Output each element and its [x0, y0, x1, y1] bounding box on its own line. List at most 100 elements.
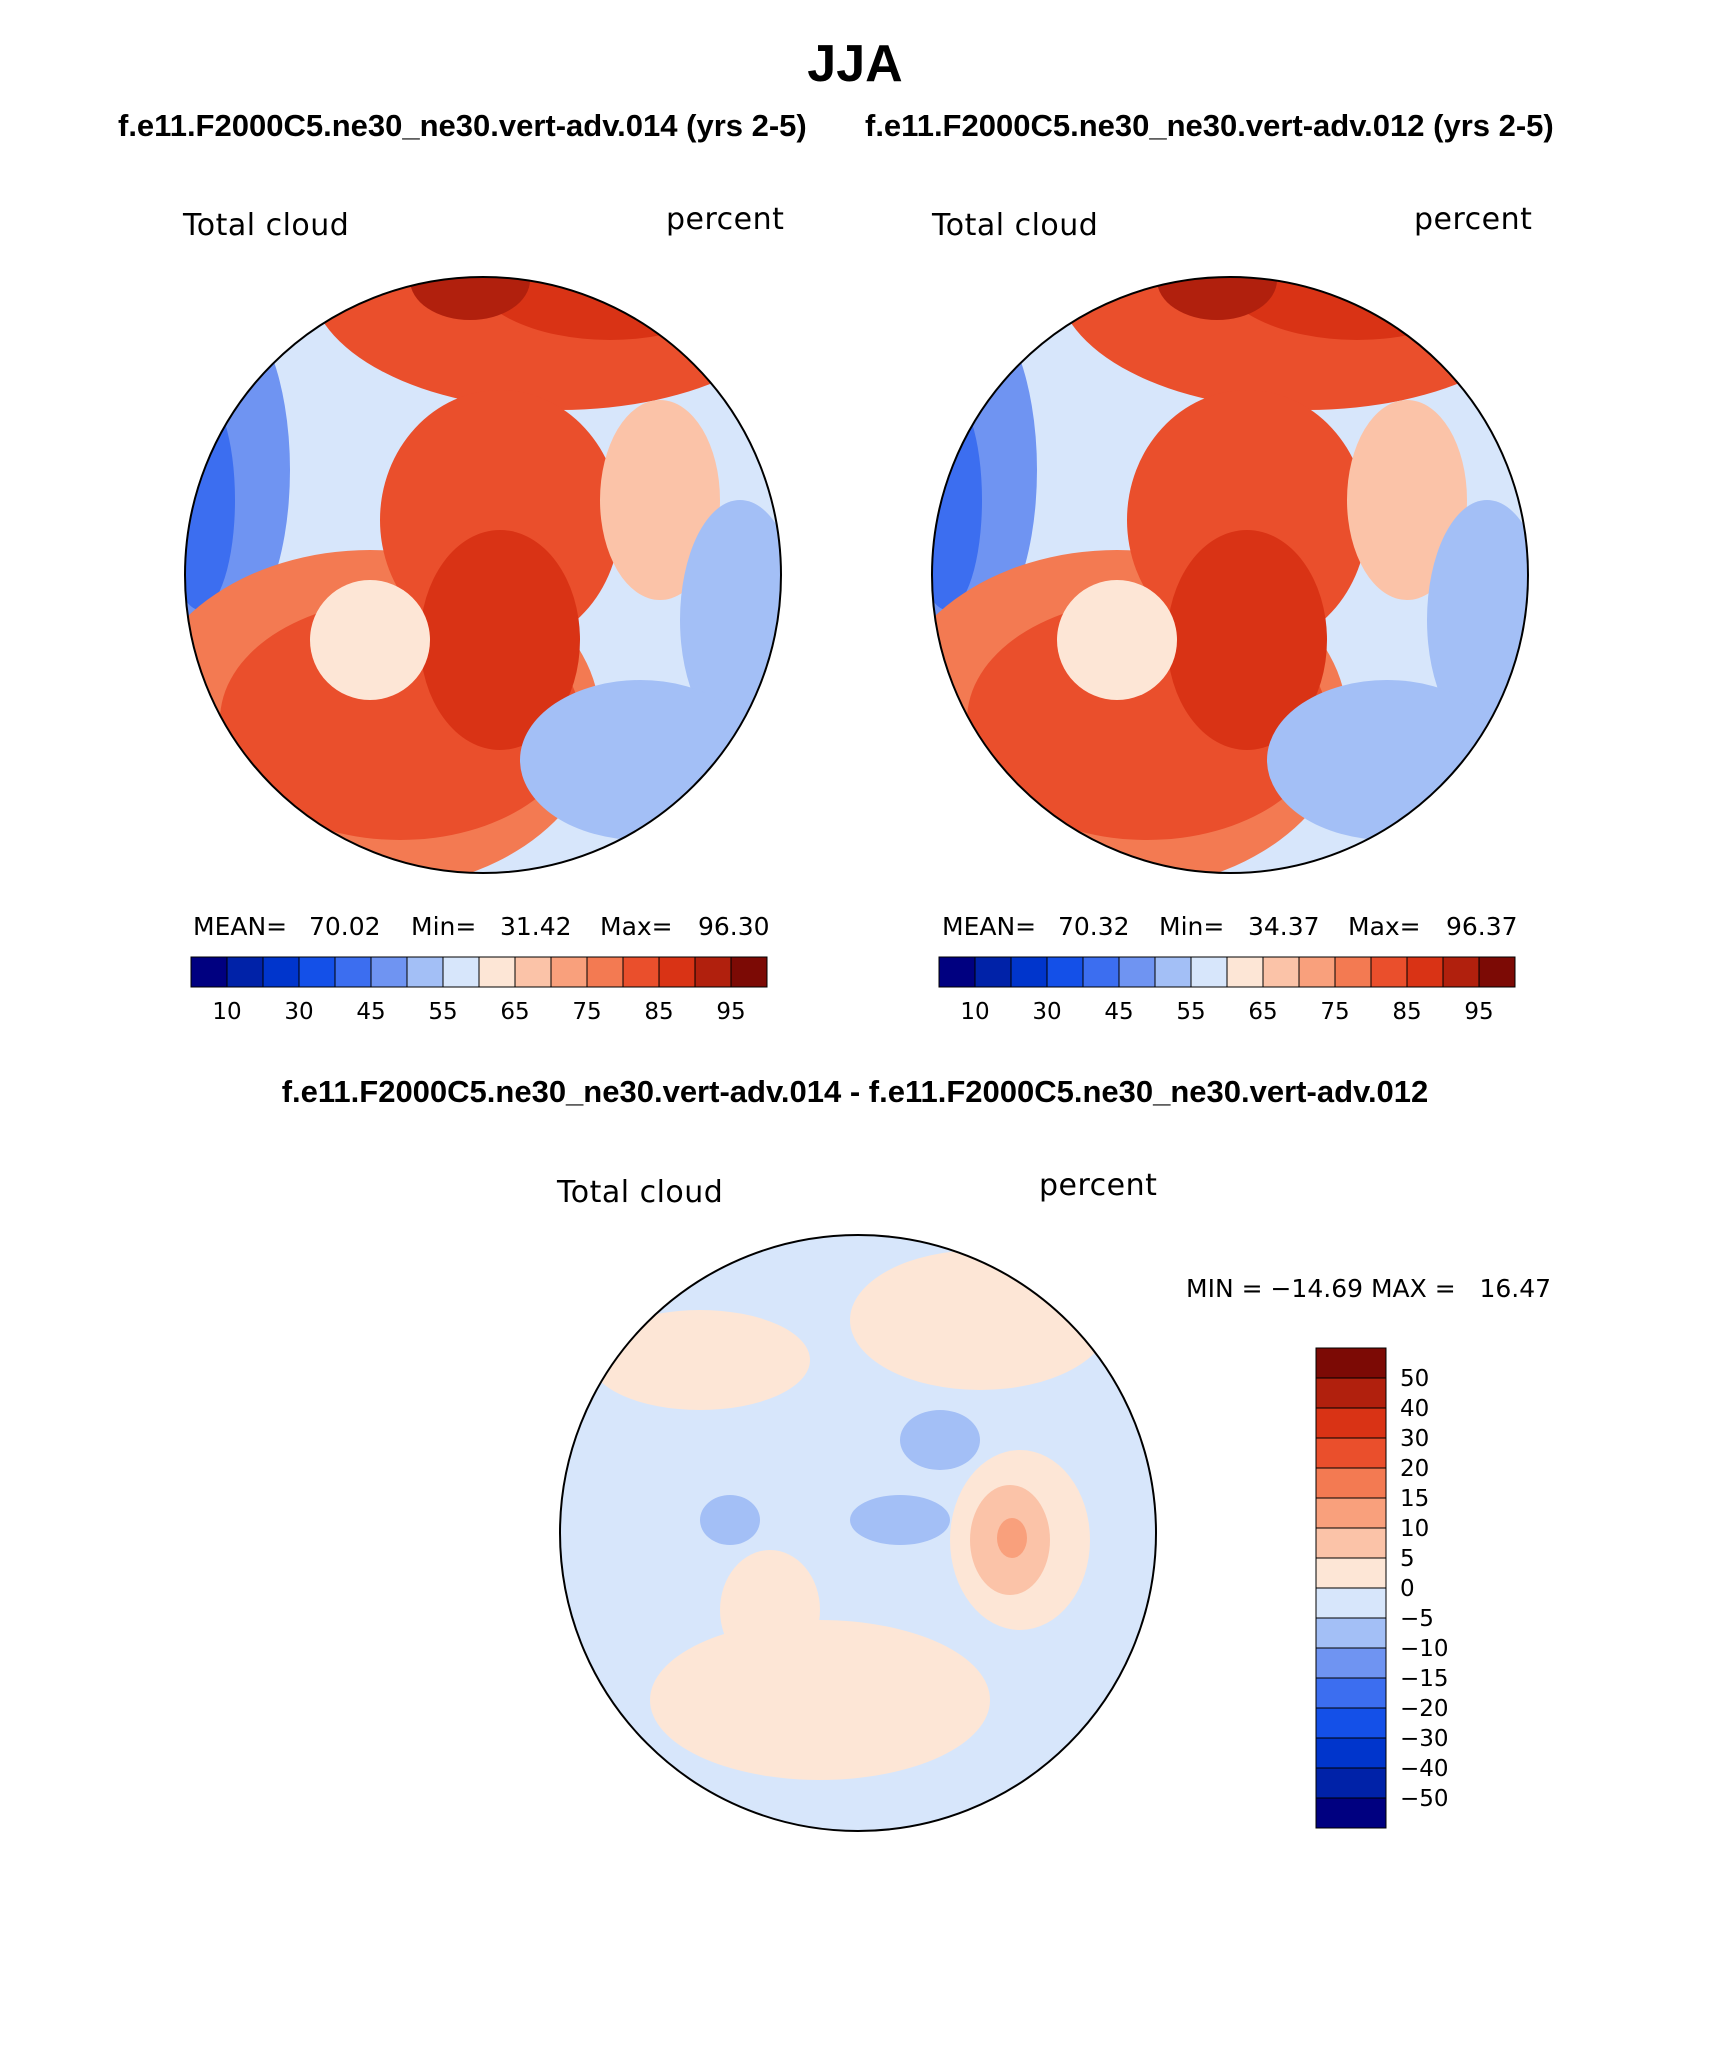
- panel-2-colorbar-box: [1154, 956, 1192, 988]
- diff-map: [560, 1235, 1156, 1831]
- diff-colorbar-box: [1315, 1677, 1387, 1709]
- diff-colorbar-label: 15: [1400, 1486, 1429, 1512]
- diff-colorbar-box: [1315, 1737, 1387, 1769]
- panel-2-colorbar-label: 65: [1248, 999, 1277, 1025]
- diff-colorbar-box: [1315, 1437, 1387, 1469]
- panel-1-colorbar-box: [730, 956, 768, 988]
- panel-2-colorbar-label: 95: [1464, 999, 1493, 1025]
- panel-2-colorbar-box: [1262, 956, 1300, 988]
- panel-2-colorbar-box: [1118, 956, 1156, 988]
- panel-2-colorbar-box: [1226, 956, 1264, 988]
- panel-2-colorbar-box: [1190, 956, 1228, 988]
- diff-colorbar-label: 10: [1400, 1516, 1429, 1542]
- panel-1-colorbar-box: [514, 956, 552, 988]
- panel-2-colorbar-label: 30: [1032, 999, 1061, 1025]
- panel-2-colorbar-label: 10: [960, 999, 989, 1025]
- diff-colorbar-label: −5: [1400, 1606, 1434, 1632]
- panel-1-colorbar-box: [370, 956, 408, 988]
- panel-2-colorbar-label: 45: [1104, 999, 1133, 1025]
- diff-colorbar-label: 5: [1400, 1546, 1415, 1572]
- diff-colorbar-box: [1315, 1587, 1387, 1619]
- diff-colorbar-box: [1315, 1617, 1387, 1649]
- panel-1-colorbar-label: 85: [644, 999, 673, 1025]
- panel-1-colorbar-box: [658, 956, 696, 988]
- diff-map-border: [559, 1234, 1157, 1832]
- diff-colorbar-box: [1315, 1347, 1387, 1379]
- panel-1-units: percent: [666, 202, 785, 237]
- diff-title: f.e11.F2000C5.ne30_ne30.vert-adv.014 - f…: [281, 1074, 1429, 1109]
- panel-2-colorbar-box: [1046, 956, 1084, 988]
- panel-1-colorbar-box: [406, 956, 444, 988]
- panel-2-colorbar-box: [974, 956, 1012, 988]
- diff-colorbar-label: 20: [1400, 1456, 1429, 1482]
- panel-2-colorbar-box: [1478, 956, 1516, 988]
- panel-1-case-title: f.e11.F2000C5.ne30_ne30.vert-adv.014 (yr…: [118, 108, 807, 143]
- diff-colorbar-box: [1315, 1767, 1387, 1799]
- panel-2-max-label: Max=: [1348, 912, 1421, 941]
- panel-2-colorbar-box: [1010, 956, 1048, 988]
- diff-minmax: MIN = −14.69 MAX = 16.47: [1186, 1274, 1552, 1303]
- panel-2-colorbar-box: [1298, 956, 1336, 988]
- panel-2-min-label: Min=: [1159, 912, 1225, 941]
- diff-colorbar-box: [1315, 1797, 1387, 1829]
- diff-colorbar-box: [1315, 1377, 1387, 1409]
- panel-2-units: percent: [1414, 202, 1533, 237]
- diff-colorbar-label: −30: [1400, 1726, 1449, 1752]
- panel-1-colorbar-box: [586, 956, 624, 988]
- diff-colorbar-box: [1315, 1557, 1387, 1589]
- diff-colorbar-box: [1315, 1407, 1387, 1439]
- panel-1-colorbar-box: [622, 956, 660, 988]
- panel-2-map-border: [931, 276, 1529, 874]
- panel-2-colorbar-label: 55: [1176, 999, 1205, 1025]
- panel-1-colorbar-label: 30: [284, 999, 313, 1025]
- panel-2-colorbar-box: [1442, 956, 1480, 988]
- panel-2-mean-label: MEAN=: [942, 912, 1037, 941]
- diff-variable: Total cloud: [557, 1175, 724, 1210]
- diff-colorbar-label: −40: [1400, 1756, 1449, 1782]
- panel-1-colorbar-box: [442, 956, 480, 988]
- diff-colorbar-box: [1315, 1467, 1387, 1499]
- diff-colorbar-label: −20: [1400, 1696, 1449, 1722]
- diff-colorbar-box: [1315, 1527, 1387, 1559]
- diff-colorbar-label: 50: [1400, 1366, 1429, 1392]
- panel-1-map-border: [184, 276, 782, 874]
- panel-1-max-label: Max=: [600, 912, 673, 941]
- panel-1-colorbar-box: [334, 956, 372, 988]
- panel-1-colorbar-box: [550, 956, 588, 988]
- panel-1-min-value: 31.42: [500, 912, 572, 941]
- panel-1-colorbar-label: 65: [500, 999, 529, 1025]
- panel-2-colorbar-box: [1370, 956, 1408, 988]
- diff-colorbar-label: −50: [1400, 1786, 1449, 1812]
- diff-colorbar-box: [1315, 1707, 1387, 1739]
- diff-colorbar-label: 0: [1400, 1576, 1415, 1602]
- panel-2-mean-value: 70.32: [1058, 912, 1130, 941]
- panel-1-colorbar-box: [298, 956, 336, 988]
- panel-1-mean-value: 70.02: [309, 912, 381, 941]
- panel-1-map: [185, 277, 781, 873]
- panel-2-max-value: 96.37: [1446, 912, 1518, 941]
- diff-colorbar-label: 40: [1400, 1396, 1429, 1422]
- panel-2-colorbar-box: [938, 956, 976, 988]
- panel-1-max-value: 96.30: [698, 912, 770, 941]
- panel-2-variable: Total cloud: [932, 208, 1099, 243]
- diff-colorbar-box: [1315, 1647, 1387, 1679]
- diff-colorbar-box: [1315, 1497, 1387, 1529]
- panel-1-colorbar-box: [262, 956, 300, 988]
- panel-2-map: [932, 277, 1528, 873]
- panel-1-colorbar-box: [478, 956, 516, 988]
- diff-colorbar-label: −15: [1400, 1666, 1449, 1692]
- panel-1-colorbar-box: [190, 956, 228, 988]
- panel-1-colorbar-label: 95: [716, 999, 745, 1025]
- panel-1-colorbar-box: [226, 956, 264, 988]
- panel-1-colorbar: 10 30 45 55 65 75 85 95: [190, 956, 768, 1025]
- panel-1-min-label: Min=: [411, 912, 477, 941]
- panel-1-colorbar-label: 55: [428, 999, 457, 1025]
- panel-2-case-title: f.e11.F2000C5.ne30_ne30.vert-adv.012 (yr…: [865, 108, 1554, 143]
- panel-2-colorbar-box: [1082, 956, 1120, 988]
- diff-units: percent: [1039, 1168, 1158, 1203]
- panel-2-colorbar-label: 85: [1392, 999, 1421, 1025]
- panel-2-colorbar-box: [1406, 956, 1444, 988]
- panel-1-colorbar-label: 75: [572, 999, 601, 1025]
